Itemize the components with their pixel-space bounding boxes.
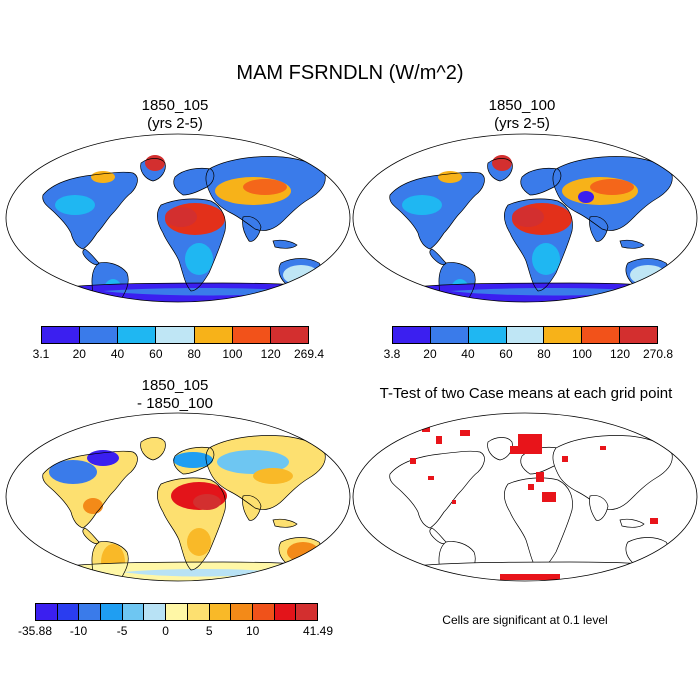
panel3-title-line2: - 1850_100 [137,395,213,412]
colorbar-2-swatch [506,327,545,343]
panel4-title-line1: T-Test of two Case means at each grid po… [379,385,673,402]
colorbar-1-tick: 20 [72,347,86,361]
colorbar-3-swatch [231,604,253,620]
colorbar-3-swatch [166,604,188,620]
colorbar-3-ticks: -35.88 -10 -5 0 5 10 41.49 [18,621,333,638]
colorbar-1-swatch [194,327,233,343]
colorbar-1-swatch [270,327,308,343]
colorbar-3-tick: 41.49 [302,624,334,638]
panel1-title-line2: (yrs 2-5) [147,115,203,132]
colorbar-1-swatch [80,327,119,343]
colorbar-1-swatch [232,327,271,343]
colorbar-2-tick: 270.8 [642,347,674,361]
colorbar-2-tick: 100 [571,347,592,361]
colorbar-1-tick: 3.1 [32,347,50,361]
colorbar-3-swatch [36,604,58,620]
colorbar-3-tick: -35.88 [17,624,53,638]
colorbar-2-swatch [582,327,621,343]
colorbar-3-tick: 10 [245,624,260,638]
colorbar-3-swatch [296,604,317,620]
colorbar-1-tick: 100 [222,347,243,361]
panel4-map [352,412,698,582]
colorbar-3-swatch [209,604,232,620]
colorbar-3-swatch [57,604,80,620]
colorbar-1-tick: 80 [187,347,201,361]
colorbar-3-tick: -5 [116,624,128,638]
colorbar-1-swatch [156,327,195,343]
panel2-title-line2: (yrs 2-5) [494,115,550,132]
colorbar-1: 3.1 20 40 60 80 100 120 269.4 [33,326,324,361]
colorbar-2-tick: 3.8 [383,347,401,361]
colorbar-3-tick: -10 [69,624,88,638]
colorbar-3-swatch [122,604,145,620]
colorbar-3-swatch [79,604,102,620]
colorbar-2-tick: 20 [423,347,437,361]
colorbar-3-swatch [101,604,123,620]
colorbar-2-swatch [544,327,583,343]
colorbar-2-swatches [392,326,658,344]
colorbar-2-tick: 120 [609,347,630,361]
colorbar-1-tick: 269.4 [293,347,325,361]
main-title: MAM FSRNDLN (W/m^2) [236,62,464,84]
colorbar-1-swatch [118,327,157,343]
colorbar-2-tick: 80 [537,347,551,361]
panel3-title-line1: 1850_105 [141,377,209,394]
colorbar-2-ticks: 3.8 20 40 60 80 100 120 270.8 [384,344,673,361]
colorbar-3-swatch [274,604,297,620]
colorbar-1-tick: 40 [110,347,125,361]
colorbar-2-swatch [430,327,469,343]
colorbar-3-swatches [35,603,318,621]
panel2-title: 1850_100 (yrs 2-5) [412,97,632,133]
panel1-map [5,133,351,303]
colorbar-3-swatch [187,604,210,620]
colorbar-2-tick: 40 [461,347,475,361]
colorbar-1-swatches [41,326,309,344]
panel1-title: 1850_105 (yrs 2-5) [65,97,285,133]
colorbar-2-swatch [393,327,431,343]
colorbar-2-tick: 60 [499,347,513,361]
colorbar-1-swatch [42,327,81,343]
panel2-map [352,133,698,303]
panel1-title-line1: 1850_105 [141,97,209,114]
panel3-map [5,412,351,582]
significance-note: Cells are significant at 0.1 level [442,613,608,627]
colorbar-2-swatch [468,327,507,343]
colorbar-3-swatch [252,604,275,620]
colorbar-3-tick: 0 [162,624,169,638]
colorbar-3: -35.88 -10 -5 0 5 10 41.49 [18,603,333,638]
colorbar-1-tick: 120 [260,347,281,361]
significant-cells [410,426,658,580]
panel4-title: T-Test of two Case means at each grid po… [356,385,696,403]
colorbar-3-tick: 5 [205,624,213,638]
colorbar-2: 3.8 20 40 60 80 100 120 270.8 [384,326,673,361]
panel2-title-line1: 1850_100 [488,97,556,114]
colorbar-1-tick: 60 [149,347,163,361]
colorbar-2-swatch [620,327,658,343]
colorbar-1-ticks: 3.1 20 40 60 80 100 120 269.4 [33,344,324,361]
colorbar-3-swatch [144,604,167,620]
panel3-title: 1850_105 - 1850_100 [65,377,285,413]
